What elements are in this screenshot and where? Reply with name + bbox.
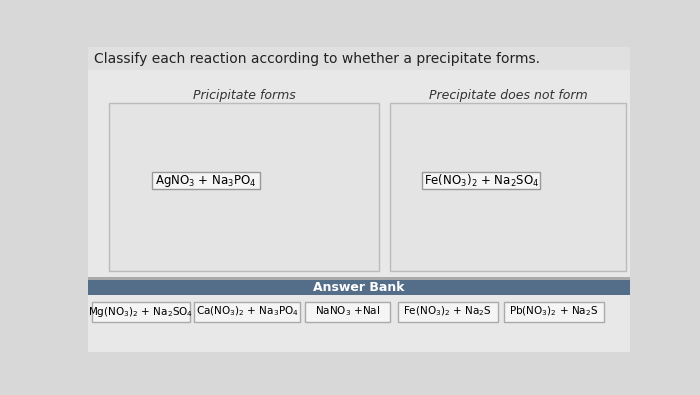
Text: NaNO$_3$ +NaI: NaNO$_3$ +NaI bbox=[314, 305, 379, 318]
Bar bbox=[195, 301, 300, 322]
Text: Fe(NO$_3$)$_2$ + Na$_2$S: Fe(NO$_3$)$_2$ + Na$_2$S bbox=[403, 305, 492, 318]
Text: Ca(NO$_3$)$_2$ + Na$_3$PO$_4$: Ca(NO$_3$)$_2$ + Na$_3$PO$_4$ bbox=[196, 305, 299, 318]
Bar bbox=[88, 47, 630, 70]
Bar bbox=[92, 301, 190, 322]
Bar bbox=[304, 301, 390, 322]
Bar bbox=[152, 172, 260, 189]
Bar bbox=[109, 103, 379, 271]
Text: Mg(NO$_3$)$_2$ + Na$_2$SO$_4$: Mg(NO$_3$)$_2$ + Na$_2$SO$_4$ bbox=[88, 305, 193, 318]
Bar bbox=[504, 301, 604, 322]
Bar bbox=[88, 277, 630, 280]
Text: Precipitate does not form: Precipitate does not form bbox=[428, 88, 587, 102]
Text: Classify each reaction according to whether a precipitate forms.: Classify each reaction according to whet… bbox=[94, 52, 540, 66]
Text: Pricipitate forms: Pricipitate forms bbox=[193, 88, 295, 102]
Bar bbox=[422, 172, 540, 189]
Text: AgNO$_3$ + Na$_3$PO$_4$: AgNO$_3$ + Na$_3$PO$_4$ bbox=[155, 173, 257, 188]
Text: Answer Bank: Answer Bank bbox=[313, 281, 405, 294]
Bar bbox=[88, 280, 630, 295]
Bar bbox=[88, 295, 630, 352]
Bar bbox=[398, 301, 498, 322]
Bar bbox=[390, 103, 626, 271]
Text: Pb(NO$_3$)$_2$ + Na$_2$S: Pb(NO$_3$)$_2$ + Na$_2$S bbox=[510, 305, 598, 318]
Text: Fe(NO$_3$)$_2$ + Na$_2$SO$_4$: Fe(NO$_3$)$_2$ + Na$_2$SO$_4$ bbox=[424, 173, 539, 189]
Bar bbox=[88, 295, 630, 352]
